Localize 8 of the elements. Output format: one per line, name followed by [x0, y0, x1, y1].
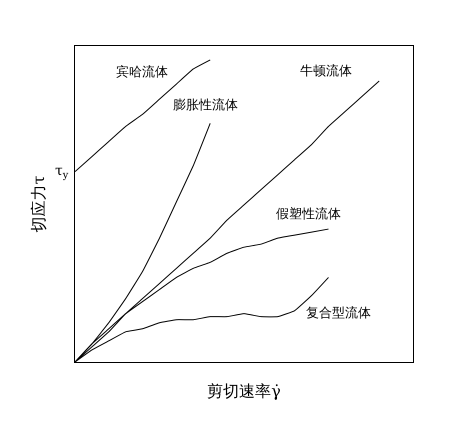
- y-axis-title: 切应力τ: [28, 175, 48, 232]
- series-label: 复合型流体: [306, 305, 371, 321]
- series-label: 宾哈流体: [116, 64, 168, 80]
- text: τ$_{y}$: [55, 163, 69, 181]
- series-label: 膨胀性流体: [173, 97, 238, 113]
- series-label: 假塑性流体: [276, 206, 341, 222]
- x-axis-title: 剪切速率γ̇: [207, 381, 281, 400]
- series-label: 牛顿流体: [300, 63, 352, 79]
